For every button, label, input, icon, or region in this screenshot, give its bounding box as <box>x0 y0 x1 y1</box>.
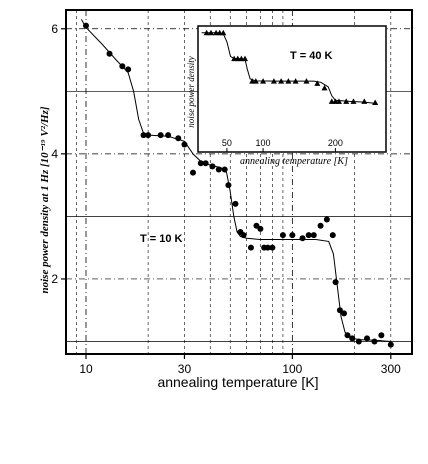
main-fit-curve <box>80 19 391 342</box>
main-data-point <box>329 232 336 239</box>
main-data-point <box>209 163 216 170</box>
main-data-point <box>332 279 339 286</box>
main-y-axis-title: noise power density at 1 Hz [10⁻¹⁹ V²/Hz… <box>39 106 51 293</box>
inset-x-tick-label: 50 <box>222 138 232 148</box>
main-data-point <box>279 232 286 239</box>
main-fit-line <box>80 19 391 342</box>
main-data-point <box>119 63 126 70</box>
main-data-point <box>344 332 351 339</box>
main-data-point <box>317 222 324 229</box>
main-x-ticks: 10 30 100 300 <box>79 354 401 376</box>
main-data-point <box>202 160 209 167</box>
main-y-tick-label: 4 <box>51 147 58 161</box>
main-x-tick-label: 300 <box>381 362 401 376</box>
inset-annotation: T = 40 K <box>290 50 333 62</box>
main-data-point <box>299 235 306 242</box>
main-data-point <box>323 216 330 223</box>
main-data-point <box>387 341 394 348</box>
main-data-point <box>264 244 271 251</box>
inset-data-point <box>260 78 267 84</box>
inset-x-axis-title: annealing temperature [K] <box>240 156 348 167</box>
main-data-point <box>125 66 132 73</box>
inset-data-point <box>372 99 379 105</box>
main-x-axis-title: annealing temperature [K] <box>157 374 318 390</box>
inset-frame <box>197 25 387 153</box>
main-data-point <box>378 332 385 339</box>
main-data-point <box>82 22 89 29</box>
main-data-point <box>305 232 312 239</box>
main-y-tick-label: 6 <box>51 22 58 36</box>
inset-data-point <box>278 78 285 84</box>
inset-data-point <box>361 98 368 104</box>
main-data-point <box>289 232 296 239</box>
main-data-point <box>215 166 222 173</box>
inset-x-tick-label: 200 <box>328 138 343 148</box>
inset-data-point <box>350 98 357 104</box>
main-data-point <box>247 244 254 251</box>
main-data-point <box>232 200 239 207</box>
inset-data-point <box>220 29 227 36</box>
inset-data-point <box>343 98 350 104</box>
inset-data-points <box>203 29 379 105</box>
main-data-point <box>364 335 371 342</box>
main-data-point <box>336 307 343 314</box>
inset-data-point <box>203 29 210 36</box>
main-y-ticks: 2 4 6 <box>51 22 66 286</box>
main-data-point <box>355 338 362 345</box>
main-x-tick-label: 100 <box>282 362 302 376</box>
main-y-tick-label: 2 <box>51 272 58 286</box>
main-data-point <box>157 132 164 139</box>
inset-x-ticks: 50 100 200 <box>222 138 343 152</box>
main-data-point <box>225 182 232 189</box>
inset-x-tick-label: 100 <box>256 138 271 148</box>
main-data-point <box>257 225 264 232</box>
main-data-point <box>349 335 356 342</box>
main-data-point <box>189 169 196 176</box>
main-data-point <box>310 232 317 239</box>
main-data-point <box>140 132 147 139</box>
main-data-point <box>145 132 152 139</box>
main-data-point <box>371 338 378 345</box>
main-data-point <box>181 141 188 148</box>
inset-data-point <box>292 78 299 84</box>
main-data-points <box>82 22 394 348</box>
main-data-point <box>197 160 204 167</box>
main-data-point <box>221 166 228 173</box>
inset-data-point <box>208 29 215 36</box>
main-data-point <box>165 132 172 139</box>
main-data-point <box>106 50 113 57</box>
inset-data-point <box>285 78 292 84</box>
inset-data-point <box>242 55 248 62</box>
main-data-point <box>240 232 247 239</box>
main-data-point <box>341 310 348 317</box>
main-data-point <box>175 135 182 142</box>
inset-data-point <box>252 78 259 84</box>
main-x-tick-label: 30 <box>178 362 192 376</box>
inset-data-point <box>321 84 328 91</box>
main-plot-frame <box>65 9 413 355</box>
main-annotation: T = 10 K <box>140 233 183 245</box>
inset-y-axis-title: noise power density <box>186 56 196 128</box>
inset-data-point <box>314 80 321 86</box>
inset-data-point <box>303 78 310 84</box>
inset-data-point <box>270 78 277 84</box>
inset-data-point <box>336 98 342 104</box>
main-x-tick-label: 10 <box>79 362 93 376</box>
main-data-point <box>269 244 276 251</box>
